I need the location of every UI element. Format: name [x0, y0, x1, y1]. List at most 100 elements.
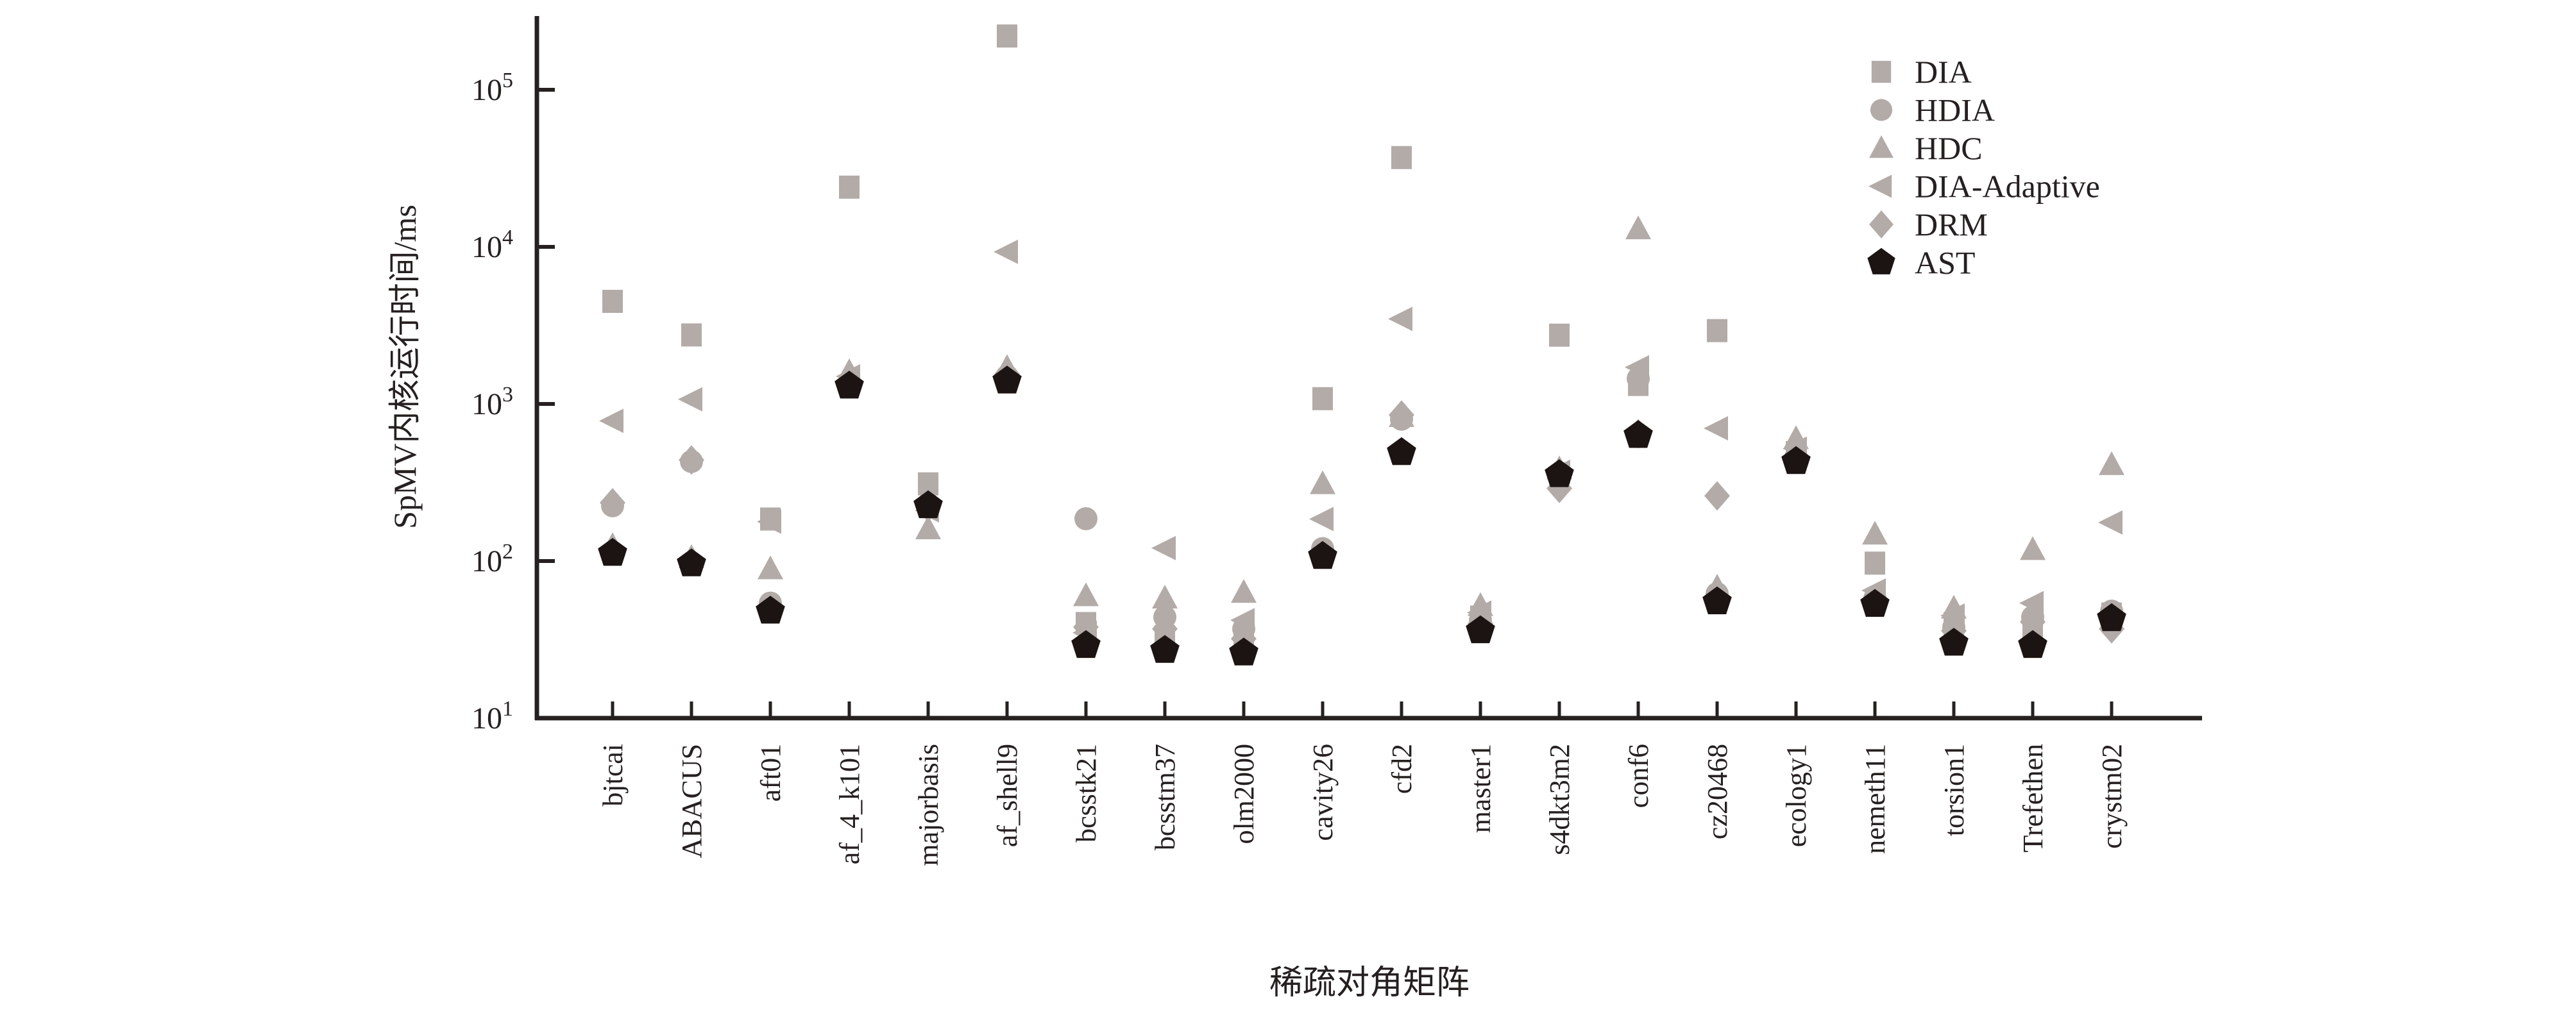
- legend-label: HDC: [1915, 130, 1983, 166]
- x-tick-label: ecology1: [1781, 744, 1812, 847]
- x-tick-label: conf6: [1623, 744, 1654, 808]
- x-tick-label: cz20468: [1702, 744, 1733, 839]
- data-point: [2098, 510, 2123, 535]
- data-point: [1549, 323, 1570, 347]
- series-dia-adaptive: [599, 239, 2123, 645]
- data-point: [1312, 387, 1333, 410]
- y-tick-label: 102: [471, 540, 513, 578]
- data-point: [1862, 521, 1888, 545]
- data-point: [758, 555, 783, 580]
- data-point: [997, 24, 1017, 48]
- data-point: [918, 472, 938, 496]
- data-point: [2020, 536, 2046, 560]
- x-tick-label: crystm02: [2096, 744, 2128, 849]
- series-dia: [602, 24, 2122, 648]
- series-drm: [600, 359, 2124, 654]
- x-tick-label: majorbasis: [913, 744, 944, 866]
- data-point: [681, 323, 702, 347]
- data-point: [1466, 615, 1495, 644]
- data-point: [994, 239, 1018, 264]
- data-point: [757, 509, 781, 534]
- x-tick-label: aft01: [755, 744, 786, 801]
- data-point: [1151, 535, 1176, 560]
- data-point: [599, 408, 623, 433]
- data-point: [1150, 635, 1180, 663]
- data-point: [1071, 630, 1101, 658]
- data-point: [1389, 400, 1414, 430]
- data-point: [1625, 215, 1651, 240]
- data-point: [1309, 507, 1334, 532]
- y-tick-label: 101: [471, 697, 513, 735]
- data-point: [1229, 637, 1258, 666]
- legend-item-hdia: HDIA: [1870, 92, 1995, 128]
- series-hdia: [601, 364, 2123, 641]
- data-point: [2099, 451, 2124, 475]
- data-point: [992, 365, 1022, 394]
- data-point: [598, 537, 627, 566]
- x-tick-label: ABACUS: [676, 744, 708, 859]
- legend-item-hdc: HDC: [1869, 130, 1983, 166]
- data-point: [1704, 415, 1728, 440]
- triangle-up-marker: [1869, 135, 1894, 158]
- data-point: [1073, 612, 1099, 642]
- data-point: [679, 445, 704, 475]
- data-point: [2018, 630, 2047, 658]
- x-tick-label: s4dkt3m2: [1544, 744, 1575, 855]
- data-point: [915, 515, 941, 539]
- x-tick-label: af_4_k101: [834, 744, 865, 864]
- legend-label: HDIA: [1915, 92, 1995, 128]
- circle-marker: [1870, 99, 1893, 121]
- data-point: [1310, 470, 1335, 494]
- triangle-left-marker: [1868, 174, 1892, 198]
- data-point: [1625, 355, 1649, 380]
- x-tick-label: torsion1: [1938, 744, 1970, 836]
- legend-item-ast: AST: [1867, 245, 1975, 281]
- data-point: [1545, 459, 1574, 487]
- data-point: [1388, 306, 1412, 331]
- data-point: [1704, 481, 1730, 511]
- data-points: [598, 24, 2126, 666]
- x-tick-label: bcsstm37: [1149, 744, 1181, 850]
- data-point: [1702, 586, 1732, 615]
- data-point: [1231, 579, 1257, 603]
- legend-item-drm: DRM: [1869, 206, 1988, 242]
- pentagon-marker: [1867, 247, 1895, 274]
- x-tick-label: master1: [1465, 744, 1496, 833]
- legend-label: DIA: [1915, 54, 1972, 90]
- axes: 101 102 103 104 105 bjtcai ABACUS aft01 af_4_k10…: [471, 16, 2202, 866]
- x-tick-label: Trefethen: [2017, 744, 2049, 852]
- x-tick-label: bjtcai: [597, 744, 629, 807]
- legend-label: AST: [1915, 245, 1975, 281]
- data-point: [1387, 437, 1416, 466]
- data-point: [1074, 507, 1097, 530]
- y-tick-label: 105: [471, 69, 513, 107]
- data-point: [1939, 628, 1969, 656]
- data-point: [1308, 541, 1337, 569]
- data-point: [1865, 551, 1885, 575]
- data-point: [1073, 582, 1099, 607]
- data-point: [602, 289, 623, 313]
- legend-label: DRM: [1915, 206, 1988, 242]
- data-point: [2097, 603, 2126, 632]
- data-point: [835, 371, 864, 399]
- data-point: [756, 596, 785, 624]
- legend-item-dia-adaptive: DIA-Adaptive: [1868, 169, 2100, 205]
- series-hdc: [600, 215, 2124, 619]
- data-point: [600, 488, 625, 518]
- data-point: [1623, 420, 1653, 448]
- data-point: [1152, 584, 1178, 608]
- data-point: [1860, 589, 1890, 617]
- data-point: [1391, 146, 1412, 169]
- x-tick-label: bcsstk21: [1071, 744, 1102, 843]
- data-point: [1781, 446, 1811, 474]
- x-tick-label: af_shell9: [992, 744, 1023, 847]
- x-tick-label: nemeth11: [1860, 744, 1891, 854]
- data-point: [2020, 607, 2046, 637]
- data-point: [839, 175, 860, 199]
- data-point: [678, 387, 702, 412]
- data-point: [913, 490, 943, 519]
- x-axis-label: 稀疏对角矩阵: [1269, 965, 1470, 1002]
